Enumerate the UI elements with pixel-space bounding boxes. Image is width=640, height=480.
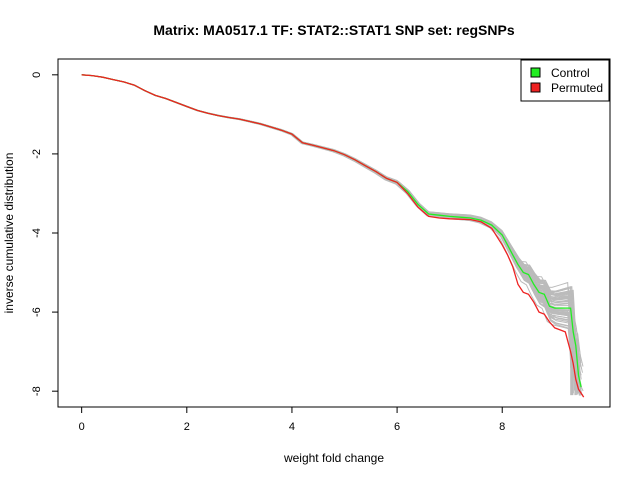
- legend-label-control: Control: [551, 66, 590, 80]
- y-tick-label: -8: [31, 386, 43, 396]
- legend-label-permuted: Permuted: [551, 81, 603, 95]
- legend-swatch-control: [530, 67, 541, 78]
- legend-box: [520, 59, 610, 102]
- chart-title: Matrix: MA0517.1 TF: STAT2::STAT1 SNP se…: [153, 22, 514, 38]
- x-tick-label: 0: [79, 421, 85, 433]
- y-axis: 0 -2 -4 -6 -8: [31, 72, 58, 396]
- y-axis-label: inverse cumulative distribution: [2, 153, 16, 314]
- x-axis-label: weight fold change: [283, 451, 384, 465]
- y-tick-label: -6: [31, 307, 43, 317]
- y-tick-label: -2: [31, 149, 43, 159]
- y-tick-label: -4: [31, 228, 43, 238]
- series-lines-group: [81, 74, 585, 398]
- x-axis: 0 2 4 6 8: [79, 407, 505, 433]
- x-tick-label: 6: [394, 421, 400, 433]
- x-tick-label: 8: [499, 421, 505, 433]
- x-tick-label: 2: [184, 421, 190, 433]
- x-tick-label: 4: [289, 421, 295, 433]
- y-tick-label: 0: [31, 72, 43, 78]
- legend-swatch-permuted: [530, 82, 541, 93]
- legend: Control Permuted: [520, 59, 610, 102]
- series-line-permuted: [81, 74, 585, 398]
